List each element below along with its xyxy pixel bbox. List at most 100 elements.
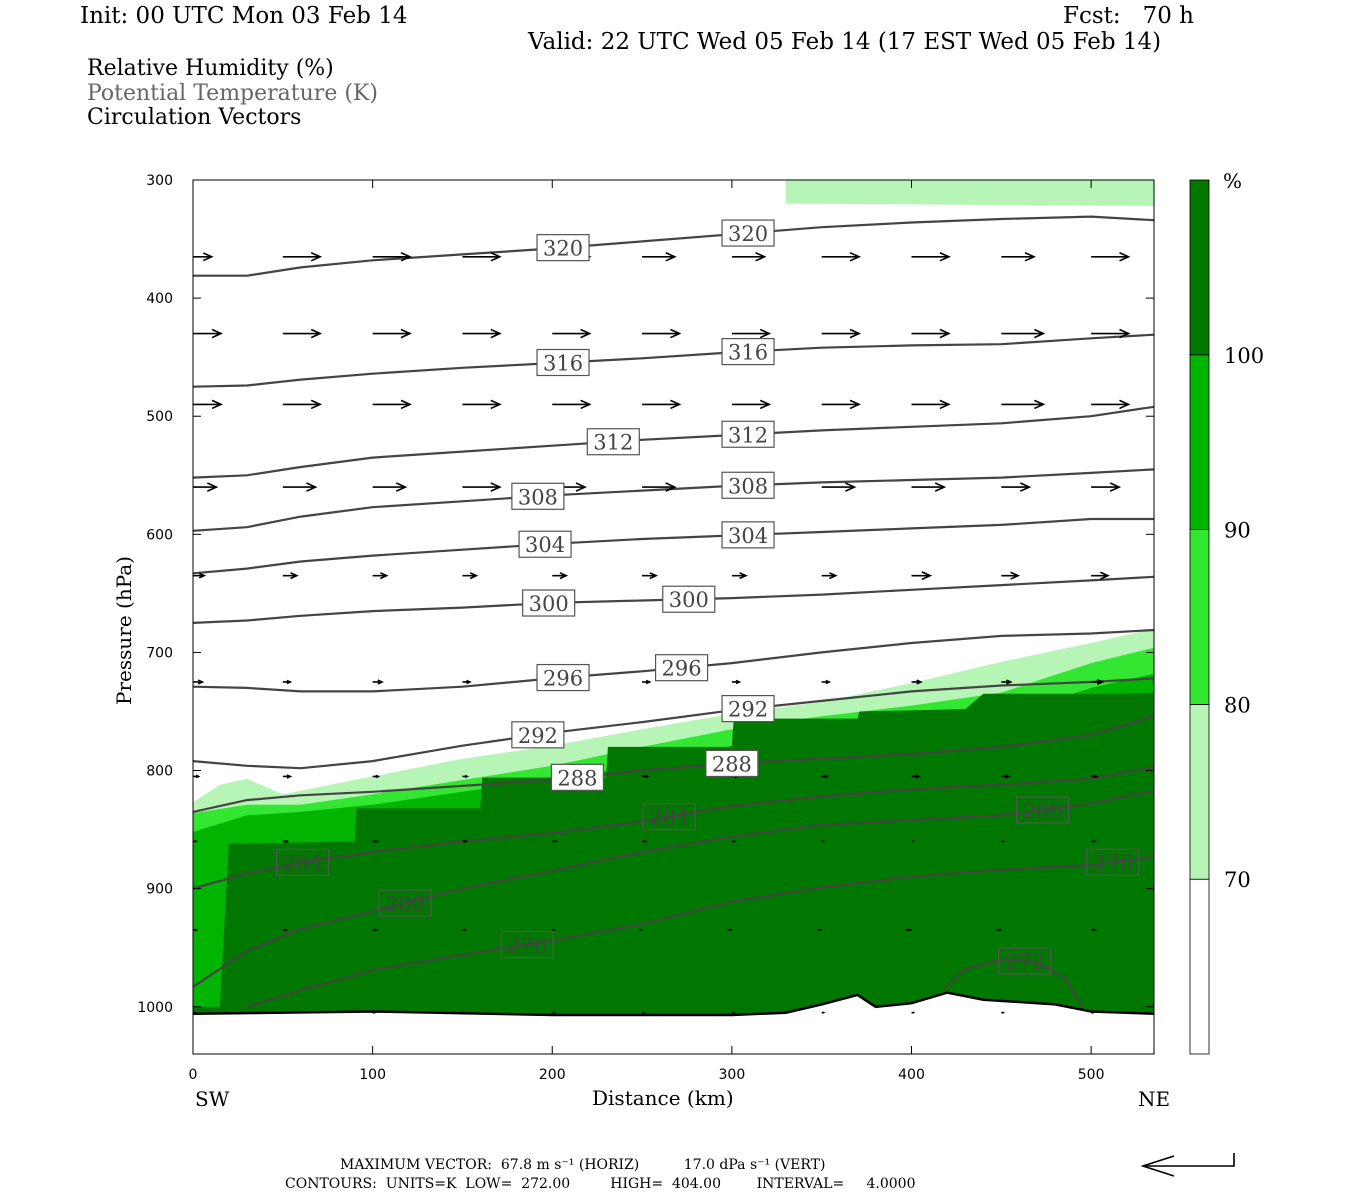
contour-label-300: 300 <box>522 589 576 617</box>
circulation-vector <box>1001 571 1021 580</box>
circulation-vector <box>552 928 557 932</box>
circulation-vector <box>731 679 742 685</box>
contour-label-296: 296 <box>536 663 590 692</box>
circulation-vector <box>642 251 677 262</box>
theta-contour-304 <box>192 517 1154 575</box>
y-axis-label: Pressure (hPa) <box>112 556 136 705</box>
contour-label-320: 320 <box>536 234 590 262</box>
circulation-vector <box>731 1011 736 1014</box>
svg-text:288: 288 <box>712 752 752 776</box>
colorbar-bin <box>1189 354 1210 530</box>
circulation-vector <box>282 399 323 410</box>
circulation-vector <box>731 399 772 410</box>
circulation-vector <box>462 679 472 685</box>
legend-relative-humidity: Relative Humidity (%) <box>87 56 334 81</box>
circulation-vector <box>821 840 826 843</box>
circulation-vector <box>282 928 289 932</box>
svg-text:288: 288 <box>557 766 597 790</box>
circulation-vector <box>816 928 822 932</box>
contour-label-308: 308 <box>511 482 565 510</box>
y-tick-label: 300 <box>146 173 173 189</box>
x-tick-label: 200 <box>539 1067 566 1083</box>
circulation-vector <box>642 679 652 685</box>
circulation-vector <box>282 679 293 685</box>
svg-text:284: 284 <box>283 851 323 875</box>
below-ground-area <box>193 992 1154 1054</box>
contour-label-312: 312 <box>721 420 775 448</box>
circulation-vector <box>1091 571 1110 580</box>
contour-label-300: 300 <box>662 585 716 613</box>
circulation-vector <box>638 928 643 932</box>
valid-time: Valid: 22 UTC Wed 05 Feb 14 (17 EST Wed … <box>528 29 1162 55</box>
circulation-vector <box>1091 839 1097 843</box>
contour-label-320: 320 <box>721 219 775 247</box>
circulation-vector <box>995 928 1002 932</box>
circulation-vector <box>911 774 921 779</box>
circulation-vector <box>282 328 323 339</box>
y-tick-label: 500 <box>146 409 173 425</box>
circulation-vector <box>731 251 767 262</box>
contour-label-288: 288 <box>550 763 605 791</box>
circulation-vector <box>911 679 923 685</box>
theta-contour-276 <box>246 855 1155 1008</box>
contour-label-276: 276 <box>500 930 554 959</box>
circulation-vector <box>1091 1011 1095 1014</box>
circulation-vector <box>462 482 502 492</box>
circulation-vector <box>821 399 862 410</box>
theta-contour-296 <box>192 628 1155 693</box>
theta-contour-280 <box>192 789 1155 988</box>
contour-label-272: 272 <box>998 947 1052 975</box>
circulation-vector <box>462 251 502 262</box>
colorbar-level-label: 100 <box>1224 344 1264 368</box>
y-tick-label: 900 <box>146 882 173 898</box>
circulation-vector <box>462 774 470 779</box>
contour-label-280: 280 <box>1016 796 1070 824</box>
svg-text:276: 276 <box>1093 851 1133 875</box>
circulation-vector <box>821 251 862 262</box>
circulation-vector <box>1001 679 1013 685</box>
svg-text:300: 300 <box>669 588 709 612</box>
theta-contour-284 <box>192 765 1155 890</box>
maximum-vector-info: MAXIMUM VECTOR: 67.8 m s⁻¹ (HORIZ) 17.0 … <box>340 1157 826 1173</box>
svg-text:308: 308 <box>728 474 768 498</box>
circulation-vector <box>282 572 299 580</box>
circulation-vector <box>911 328 951 339</box>
circulation-vector <box>911 251 951 262</box>
x-axis-label: Distance (km) <box>592 1086 734 1110</box>
circulation-vector <box>552 572 569 580</box>
svg-text:272: 272 <box>1005 950 1045 974</box>
theta-contour-288 <box>192 715 1155 813</box>
colorbar-level-label: 90 <box>1224 519 1251 543</box>
circulation-vector <box>821 679 832 685</box>
theta-contour-320 <box>193 215 1155 277</box>
circulation-vector <box>1001 328 1046 339</box>
circulation-vector <box>911 1011 916 1014</box>
circulation-vector <box>1001 482 1032 492</box>
init-time: Init: 00 UTC Mon 03 Feb 14 <box>80 3 408 29</box>
svg-text:320: 320 <box>728 222 768 246</box>
circulation-vector <box>552 399 592 410</box>
circulation-vector <box>372 572 389 580</box>
circulation-vector <box>1091 774 1099 779</box>
svg-text:308: 308 <box>518 485 558 509</box>
relative-humidity-shading <box>193 180 1154 1054</box>
svg-text:312: 312 <box>593 431 633 455</box>
circulation-vector <box>821 774 830 779</box>
colorbar-level-label: 70 <box>1224 868 1251 892</box>
circulation-vector <box>372 679 384 685</box>
svg-text:300: 300 <box>529 592 569 616</box>
circulation-vector <box>642 399 682 410</box>
terrain-line <box>192 991 1155 1017</box>
circulation-vector <box>642 774 650 779</box>
circulation-vector <box>1091 328 1131 339</box>
contour-label-280: 280 <box>378 889 432 917</box>
circulation-vector <box>911 399 951 410</box>
circulation-vector <box>372 328 412 339</box>
circulation-vector <box>193 839 199 843</box>
circulation-vector <box>193 572 207 579</box>
circulation-vector <box>1091 399 1131 410</box>
terrain-surface <box>192 991 1155 1017</box>
contour-label-304: 304 <box>721 521 775 549</box>
circulation-vector <box>821 572 838 580</box>
svg-text:284: 284 <box>649 806 689 830</box>
